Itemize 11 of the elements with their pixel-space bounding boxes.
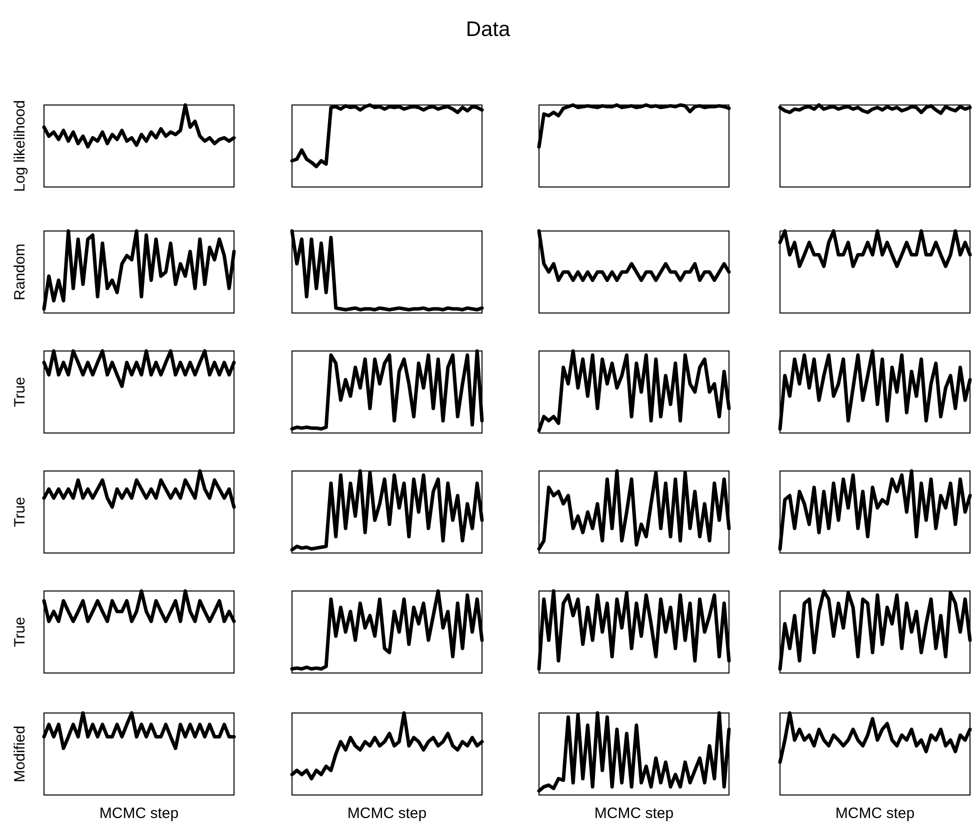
y-axis-title: Modified (12, 726, 28, 782)
x-axis-title: MCMC step (99, 805, 179, 822)
y-axis-title: Log likelihood (12, 100, 28, 192)
y-axis-title: True (12, 496, 28, 528)
y-axis-title: True (12, 616, 28, 648)
chart-title: Data (464, 18, 512, 42)
x-axis-title: MCMC step (594, 805, 674, 822)
y-axis-title: Random (12, 244, 28, 300)
x-axis-title: MCMC step (347, 805, 427, 822)
x-axis-title: MCMC step (835, 805, 915, 822)
y-axis-title: True (12, 376, 28, 408)
